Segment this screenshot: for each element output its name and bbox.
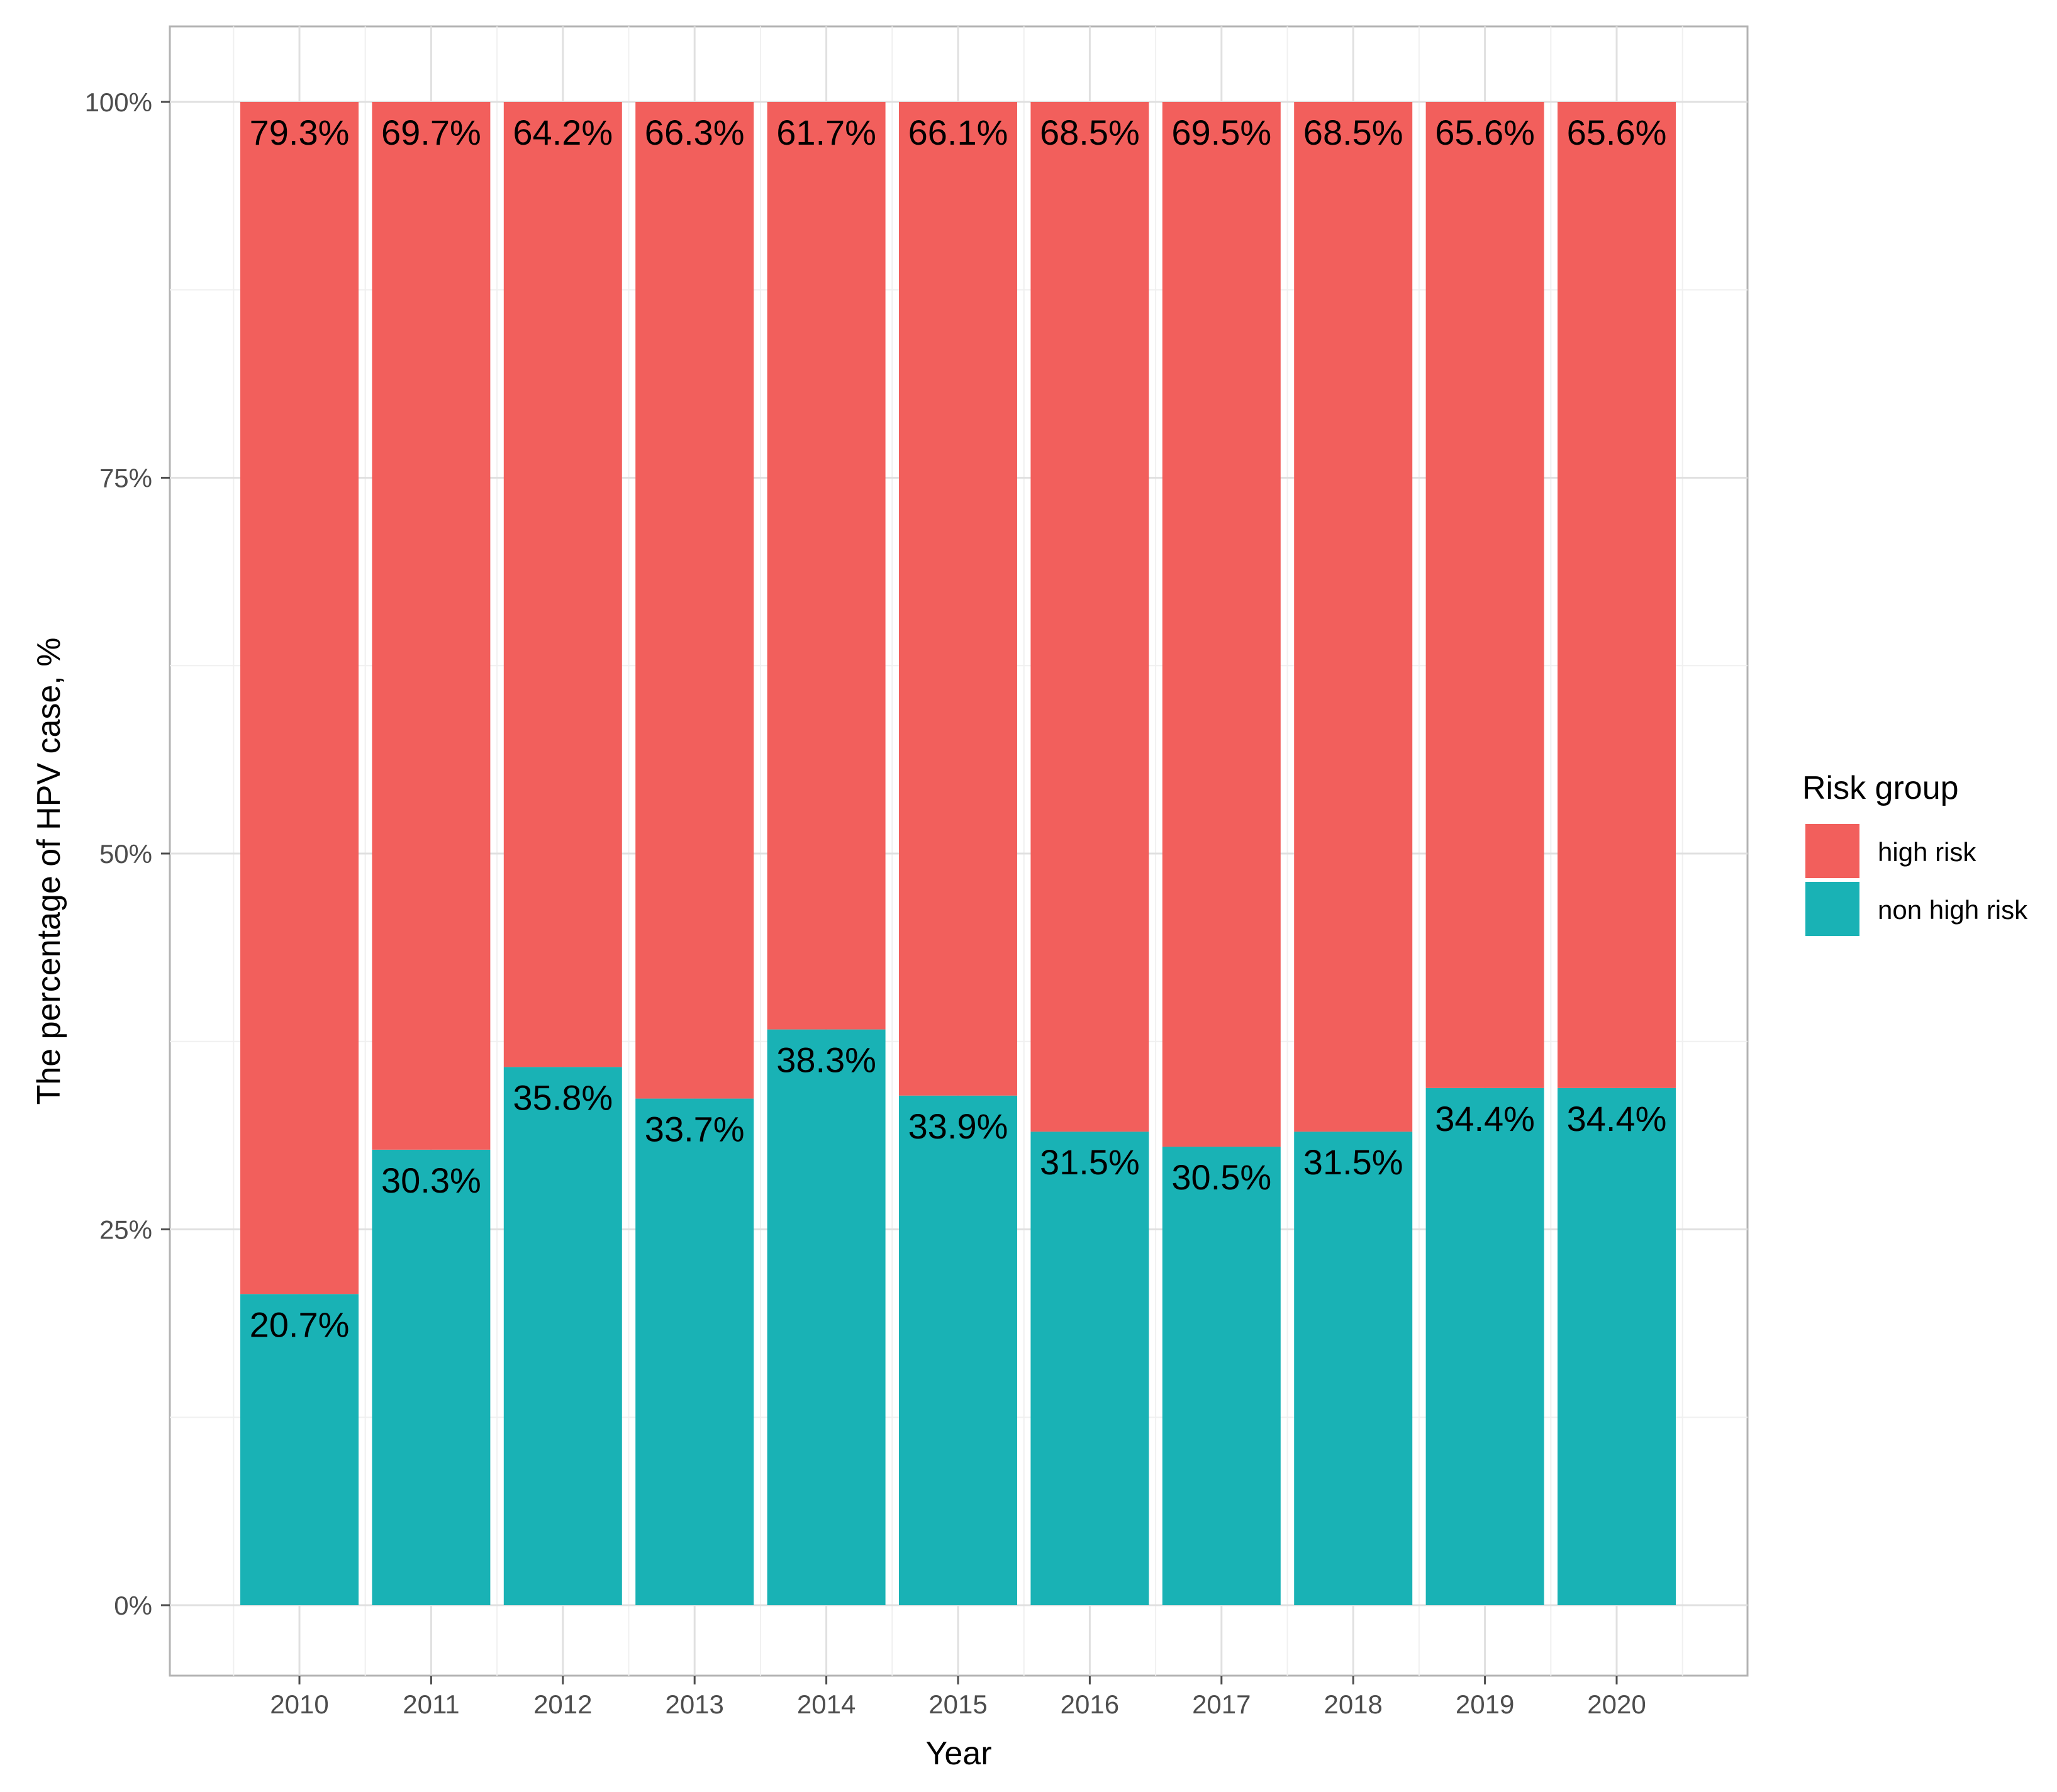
bar-label-non-high-risk-2017: 30.5% xyxy=(1171,1157,1271,1197)
bar-label-high-risk-2017: 69.5% xyxy=(1171,113,1271,152)
legend-swatch-high-risk xyxy=(1805,824,1859,878)
bar-non-high-risk-2016 xyxy=(1030,1132,1149,1605)
y-tick-label: 100% xyxy=(85,87,152,117)
bar-label-non-high-risk-2015: 33.9% xyxy=(908,1106,1008,1146)
bar-label-non-high-risk-2018: 31.5% xyxy=(1303,1142,1403,1182)
x-tick-label: 2019 xyxy=(1456,1689,1514,1719)
bar-non-high-risk-2012 xyxy=(503,1067,622,1605)
bar-label-high-risk-2011: 69.7% xyxy=(381,113,481,152)
bar-label-non-high-risk-2014: 38.3% xyxy=(776,1040,876,1080)
bar-label-non-high-risk-2011: 30.3% xyxy=(381,1160,481,1200)
x-tick-label: 2014 xyxy=(797,1689,856,1719)
bar-label-high-risk-2020: 65.6% xyxy=(1567,113,1667,152)
bar-label-high-risk-2019: 65.6% xyxy=(1435,113,1535,152)
y-tick-label: 0% xyxy=(114,1591,152,1620)
x-tick-label: 2013 xyxy=(665,1689,723,1719)
x-axis-title: Year xyxy=(925,1735,991,1772)
y-tick-label: 75% xyxy=(99,464,152,493)
y-axis: 0% 25% 50% 75% 100% xyxy=(85,87,170,1620)
y-axis-title: The percentage of HPV case, % xyxy=(31,638,67,1105)
bar-label-non-high-risk-2020: 34.4% xyxy=(1567,1099,1667,1138)
bar-non-high-risk-2014 xyxy=(767,1029,886,1605)
bar-high-risk-2015 xyxy=(899,102,1017,1096)
bar-label-high-risk-2016: 68.5% xyxy=(1040,113,1140,152)
legend-swatch-non-high-risk xyxy=(1805,882,1859,936)
legend-title: Risk group xyxy=(1802,770,1959,806)
bar-high-risk-2019 xyxy=(1425,102,1544,1088)
x-tick-label: 2010 xyxy=(270,1689,328,1719)
bar-non-high-risk-2015 xyxy=(899,1095,1017,1605)
x-tick-label: 2015 xyxy=(928,1689,987,1719)
bar-high-risk-2011 xyxy=(372,102,491,1150)
bar-label-non-high-risk-2010: 20.7% xyxy=(250,1305,350,1344)
bar-high-risk-2014 xyxy=(767,102,886,1030)
bar-label-non-high-risk-2012: 35.8% xyxy=(513,1077,613,1117)
x-tick-label: 2016 xyxy=(1061,1689,1119,1719)
bar-label-high-risk-2018: 68.5% xyxy=(1303,113,1403,152)
bar-label-high-risk-2013: 66.3% xyxy=(645,113,745,152)
bar-label-high-risk-2014: 61.7% xyxy=(776,113,876,152)
bar-label-high-risk-2012: 64.2% xyxy=(513,113,613,152)
bar-high-risk-2018 xyxy=(1294,102,1413,1132)
bar-high-risk-2010 xyxy=(240,102,359,1294)
bar-non-high-risk-2010 xyxy=(240,1294,359,1605)
bar-non-high-risk-2019 xyxy=(1425,1088,1544,1605)
bar-non-high-risk-2018 xyxy=(1294,1132,1413,1605)
bar-label-non-high-risk-2019: 34.4% xyxy=(1435,1099,1535,1138)
bar-label-non-high-risk-2016: 31.5% xyxy=(1040,1142,1140,1182)
legend: Risk group high risk non high risk xyxy=(1802,770,2028,936)
bar-high-risk-2020 xyxy=(1558,102,1676,1088)
x-tick-label: 2011 xyxy=(403,1689,459,1719)
bar-non-high-risk-2020 xyxy=(1558,1088,1676,1605)
bar-label-high-risk-2010: 79.3% xyxy=(250,113,350,152)
bar-label-high-risk-2015: 66.1% xyxy=(908,113,1008,152)
legend-label-non-high-risk: non high risk xyxy=(1878,895,2028,925)
bar-high-risk-2012 xyxy=(503,102,622,1067)
bar-high-risk-2016 xyxy=(1030,102,1149,1132)
bar-label-non-high-risk-2013: 33.7% xyxy=(645,1110,745,1149)
bar-high-risk-2013 xyxy=(635,102,754,1099)
x-tick-label: 2020 xyxy=(1587,1689,1646,1719)
bar-labels-group: 20.7% 79.3% 30.3% 69.7% 35.8% 64.2% 33.7% 66.3%… xyxy=(250,113,1667,1344)
legend-label-high-risk: high risk xyxy=(1878,837,1976,867)
bars-group xyxy=(240,102,1676,1605)
bar-non-high-risk-2011 xyxy=(372,1149,491,1605)
bar-non-high-risk-2013 xyxy=(635,1098,754,1605)
bar-high-risk-2017 xyxy=(1162,102,1281,1147)
bar-non-high-risk-2017 xyxy=(1162,1147,1281,1605)
y-tick-label: 50% xyxy=(99,839,152,869)
y-tick-label: 25% xyxy=(99,1215,152,1245)
x-tick-label: 2012 xyxy=(533,1689,592,1719)
x-axis: 2010 2011 2012 2013 2014 2015 2016 2017 2018 2019… xyxy=(270,1676,1646,1719)
x-tick-label: 2018 xyxy=(1324,1689,1382,1719)
x-tick-label: 2017 xyxy=(1192,1689,1251,1719)
